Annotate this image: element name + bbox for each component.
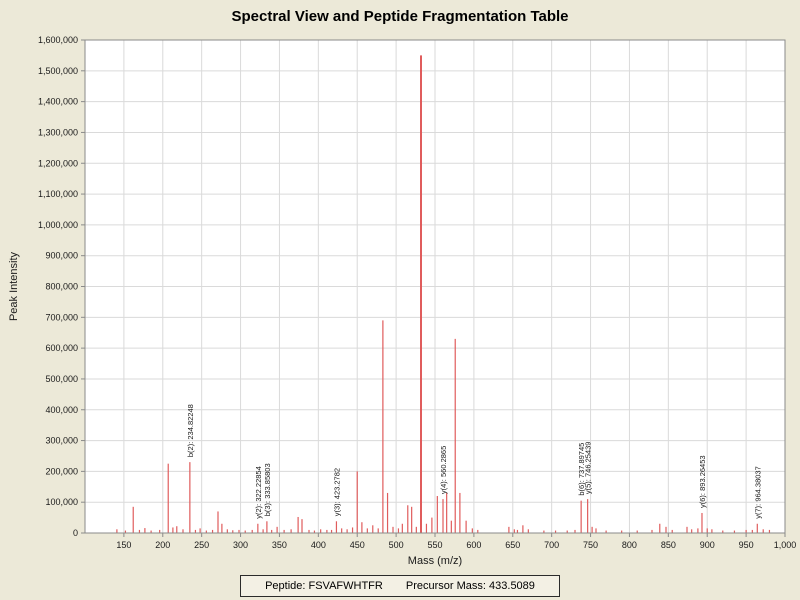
spectrum-chart: 0 100,000 200,000 300,000 400,000 500,000 600,…	[8, 35, 797, 567]
y-tick-label: 800,000	[45, 282, 78, 292]
x-tick-label: 1,000	[774, 540, 797, 550]
precursor-mass-label: Precursor Mass: 433.5089	[405, 580, 535, 592]
y-tick-label: 1,000,000	[38, 220, 78, 230]
x-tick-label: 300	[233, 540, 248, 550]
y-tick-label: 1,400,000	[38, 97, 78, 107]
x-tick-label: 200	[155, 540, 170, 550]
peak-annotation: y(5): 746.25439	[584, 442, 593, 495]
y-tick-label: 0	[73, 528, 78, 538]
y-tick-label: 1,600,000	[38, 35, 78, 45]
y-tick-label: 500,000	[45, 374, 78, 384]
x-tick-label: 400	[311, 540, 326, 550]
y-tick-label: 200,000	[45, 466, 78, 476]
x-tick-label: 700	[544, 540, 559, 550]
page-title: Spectral View and Peptide Fragmentation …	[231, 8, 569, 25]
y-tick-label: 900,000	[45, 251, 78, 261]
peak-annotation: y(2): 322.22854	[254, 466, 263, 519]
x-tick-label: 150	[116, 540, 131, 550]
status-box: Peptide: FSVAFWHTFR Precursor Mass: 433.…	[240, 575, 560, 597]
y-tick-label: 100,000	[45, 497, 78, 507]
spectrum-chart-container: 0 100,000 200,000 300,000 400,000 500,000 600,…	[0, 28, 800, 573]
peak-annotation: b(6): 737.89745	[577, 443, 586, 496]
peak-annotation: b(3): 333.85803	[263, 463, 272, 516]
y-tick-label: 1,500,000	[38, 66, 78, 76]
y-tick-label: 1,200,000	[38, 158, 78, 168]
y-tick-label: 1,300,000	[38, 127, 78, 137]
x-tick-label: 950	[739, 540, 754, 550]
x-tick-label: 250	[194, 540, 209, 550]
y-tick-label: 400,000	[45, 405, 78, 415]
x-tick-label: 550	[427, 540, 442, 550]
peak-annotation: y(7): 964.38037	[753, 466, 762, 519]
x-tick-label: 750	[583, 540, 598, 550]
x-tick-label: 350	[272, 540, 287, 550]
x-tick-label: 600	[466, 540, 481, 550]
status-row: Peptide: FSVAFWHTFR Precursor Mass: 433.…	[0, 575, 800, 597]
x-tick-label: 800	[622, 540, 637, 550]
x-tick-label: 500	[389, 540, 404, 550]
peptide-label: Peptide: FSVAFWHTFR	[265, 580, 383, 592]
y-tick-label: 1,100,000	[38, 189, 78, 199]
x-tick-label: 900	[700, 540, 715, 550]
peak-annotation: y(4): 560.2865	[439, 446, 448, 494]
x-tick-label: 850	[661, 540, 676, 550]
peak-annotation: b(2): 234.82248	[186, 404, 195, 457]
peak-annotation: y(6): 893.26453	[698, 455, 707, 508]
x-axis-title: Mass (m/z)	[408, 555, 462, 567]
y-tick-label: 700,000	[45, 312, 78, 322]
y-axis-title: Peak Intensity	[8, 251, 20, 321]
y-tick-label: 300,000	[45, 436, 78, 446]
x-tick-label: 650	[505, 540, 520, 550]
peak-annotation: y(3): 423.2782	[332, 468, 341, 516]
x-tick-label: 450	[350, 540, 365, 550]
y-tick-label: 600,000	[45, 343, 78, 353]
